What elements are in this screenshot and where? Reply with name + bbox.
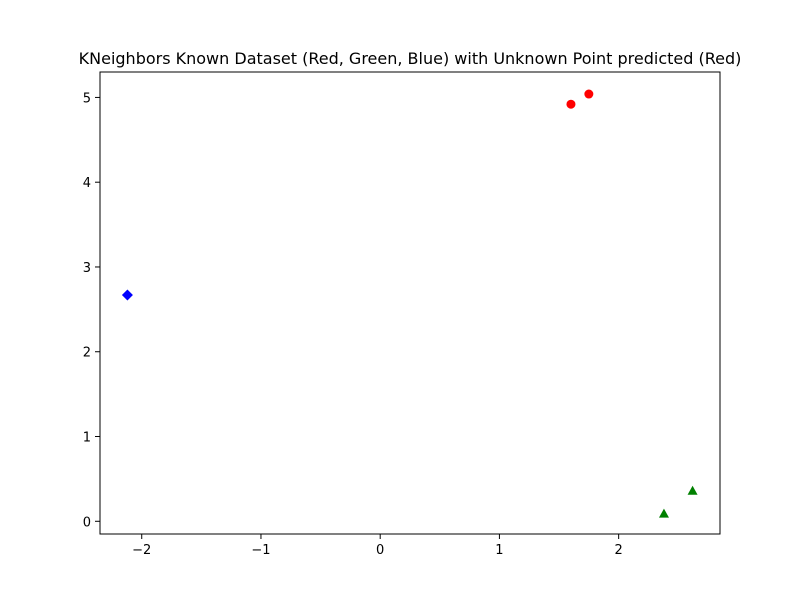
y-tick-label: 4 <box>83 176 91 191</box>
x-tick-label: 2 <box>615 543 623 558</box>
y-tick-label: 0 <box>83 515 91 530</box>
y-tick-label: 1 <box>83 431 91 446</box>
data-point <box>121 289 133 301</box>
chart-title: KNeighbors Known Dataset (Red, Green, Bl… <box>79 49 742 68</box>
data-marks <box>121 89 698 518</box>
plot-frame <box>99 71 721 535</box>
data-point <box>687 485 698 495</box>
data-point <box>658 508 669 518</box>
y-axis: 0 1 2 3 4 5 <box>83 91 100 530</box>
x-tick-label: −1 <box>251 543 270 558</box>
x-tick-label: 0 <box>376 543 384 558</box>
y-tick-label: 3 <box>83 261 91 276</box>
data-point <box>584 89 594 99</box>
x-tick-label: −2 <box>132 543 151 558</box>
x-axis: −2 −1 0 1 2 <box>132 534 623 558</box>
y-tick-label: 5 <box>83 91 91 106</box>
data-point <box>566 99 576 109</box>
y-tick-label: 2 <box>83 346 91 361</box>
x-tick-label: 1 <box>495 543 503 558</box>
